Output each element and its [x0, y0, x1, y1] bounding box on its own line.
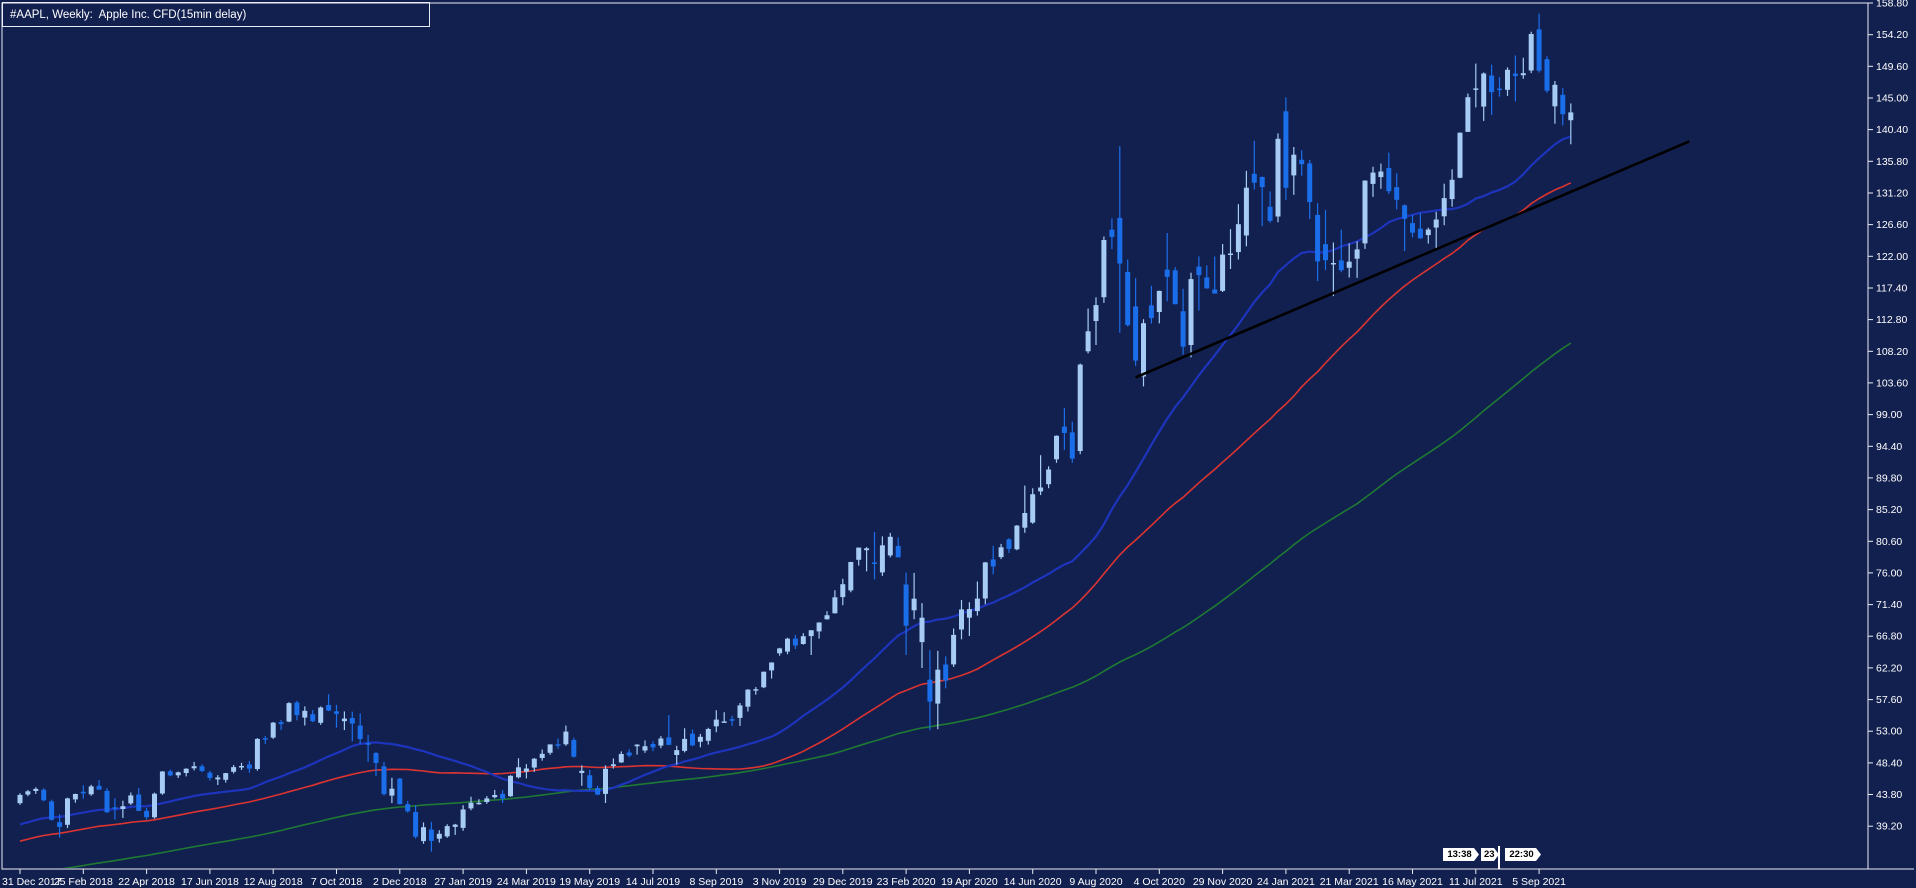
bull-candle-bodies [17, 34, 1574, 842]
flag-separator [1498, 846, 1500, 869]
svg-text:112.80: 112.80 [1876, 314, 1907, 326]
ma-medium-line [19, 182, 1572, 842]
svg-text:135.80: 135.80 [1876, 156, 1908, 168]
svg-text:29 Dec 2019: 29 Dec 2019 [813, 876, 873, 888]
time-flag-3[interactable]: 22:30 [1505, 848, 1541, 861]
svg-text:43.80: 43.80 [1876, 789, 1902, 801]
chart-title-bar[interactable]: #AAPL, Weekly: Apple Inc. CFD(15min dela… [2, 2, 430, 27]
svg-text:57.60: 57.60 [1876, 694, 1902, 706]
price-axis[interactable]: 158.80 154.20 149.60 145.00 140.40 135.80 131.… [1868, 0, 1908, 833]
svg-text:31 Dec 2017: 31 Dec 2017 [2, 876, 62, 888]
svg-text:154.20: 154.20 [1876, 29, 1908, 41]
svg-text:53.00: 53.00 [1876, 726, 1902, 738]
svg-text:23 Feb 2020: 23 Feb 2020 [877, 876, 936, 888]
svg-text:5 Sep 2021: 5 Sep 2021 [1512, 876, 1566, 888]
svg-text:66.80: 66.80 [1876, 631, 1902, 643]
svg-text:8 Sep 2019: 8 Sep 2019 [689, 876, 743, 888]
time-flag-1[interactable]: 13:38 [1443, 848, 1479, 861]
svg-text:19 May 2019: 19 May 2019 [559, 876, 620, 888]
svg-text:62.20: 62.20 [1876, 662, 1902, 674]
svg-text:39.20: 39.20 [1876, 821, 1902, 833]
svg-text:108.20: 108.20 [1876, 346, 1908, 358]
chart-frame [1, 2, 1914, 870]
svg-text:3 Nov 2019: 3 Nov 2019 [753, 876, 807, 888]
ma-fast-line [19, 135, 1572, 826]
svg-text:94.40: 94.40 [1876, 441, 1902, 453]
svg-text:158.80: 158.80 [1876, 0, 1908, 10]
svg-text:89.80: 89.80 [1876, 472, 1902, 484]
svg-text:12 Aug 2018: 12 Aug 2018 [244, 876, 303, 888]
svg-text:80.60: 80.60 [1876, 536, 1902, 548]
svg-text:103.60: 103.60 [1876, 377, 1908, 389]
svg-text:76.00: 76.00 [1876, 567, 1902, 579]
ma-slow-line [62, 342, 1572, 868]
svg-text:21 Mar 2021: 21 Mar 2021 [1320, 876, 1379, 888]
svg-text:85.20: 85.20 [1876, 504, 1902, 516]
plot-area[interactable] [17, 13, 1690, 876]
svg-text:22 Apr 2018: 22 Apr 2018 [118, 876, 175, 888]
svg-text:19 Apr 2020: 19 Apr 2020 [941, 876, 998, 888]
svg-text:24 Mar 2019: 24 Mar 2019 [497, 876, 556, 888]
svg-text:16 May 2021: 16 May 2021 [1382, 876, 1443, 888]
svg-text:25 Feb 2018: 25 Feb 2018 [54, 876, 113, 888]
svg-text:140.40: 140.40 [1876, 124, 1908, 136]
svg-text:145.00: 145.00 [1876, 93, 1908, 105]
trendline-object[interactable] [1135, 140, 1690, 379]
svg-text:7 Oct 2018: 7 Oct 2018 [311, 876, 363, 888]
svg-text:27 Jan 2019: 27 Jan 2019 [434, 876, 492, 888]
svg-text:71.40: 71.40 [1876, 599, 1902, 611]
svg-text:126.60: 126.60 [1876, 219, 1908, 231]
svg-text:117.40: 117.40 [1876, 283, 1907, 295]
svg-text:9 Aug 2020: 9 Aug 2020 [1069, 876, 1122, 888]
svg-text:17 Jun 2018: 17 Jun 2018 [181, 876, 239, 888]
svg-text:29 Nov 2020: 29 Nov 2020 [1193, 876, 1253, 888]
svg-text:14 Jul 2019: 14 Jul 2019 [626, 876, 680, 888]
svg-text:149.60: 149.60 [1876, 61, 1908, 73]
svg-text:14 Jun 2020: 14 Jun 2020 [1004, 876, 1062, 888]
chart-title: #AAPL, Weekly: Apple Inc. CFD(15min dela… [10, 8, 247, 21]
svg-text:2 Dec 2018: 2 Dec 2018 [373, 876, 427, 888]
svg-text:4 Oct 2020: 4 Oct 2020 [1134, 876, 1186, 888]
svg-text:99.00: 99.00 [1876, 409, 1902, 421]
bear-candle-bodies [41, 29, 1566, 841]
time-flag-2[interactable]: 23 [1481, 848, 1499, 861]
svg-text:48.40: 48.40 [1876, 757, 1902, 769]
svg-text:11 Jul 2021: 11 Jul 2021 [1449, 876, 1503, 888]
svg-text:24 Jan 2021: 24 Jan 2021 [1257, 876, 1315, 888]
svg-text:122.00: 122.00 [1876, 251, 1908, 263]
svg-text:131.20: 131.20 [1876, 188, 1908, 200]
